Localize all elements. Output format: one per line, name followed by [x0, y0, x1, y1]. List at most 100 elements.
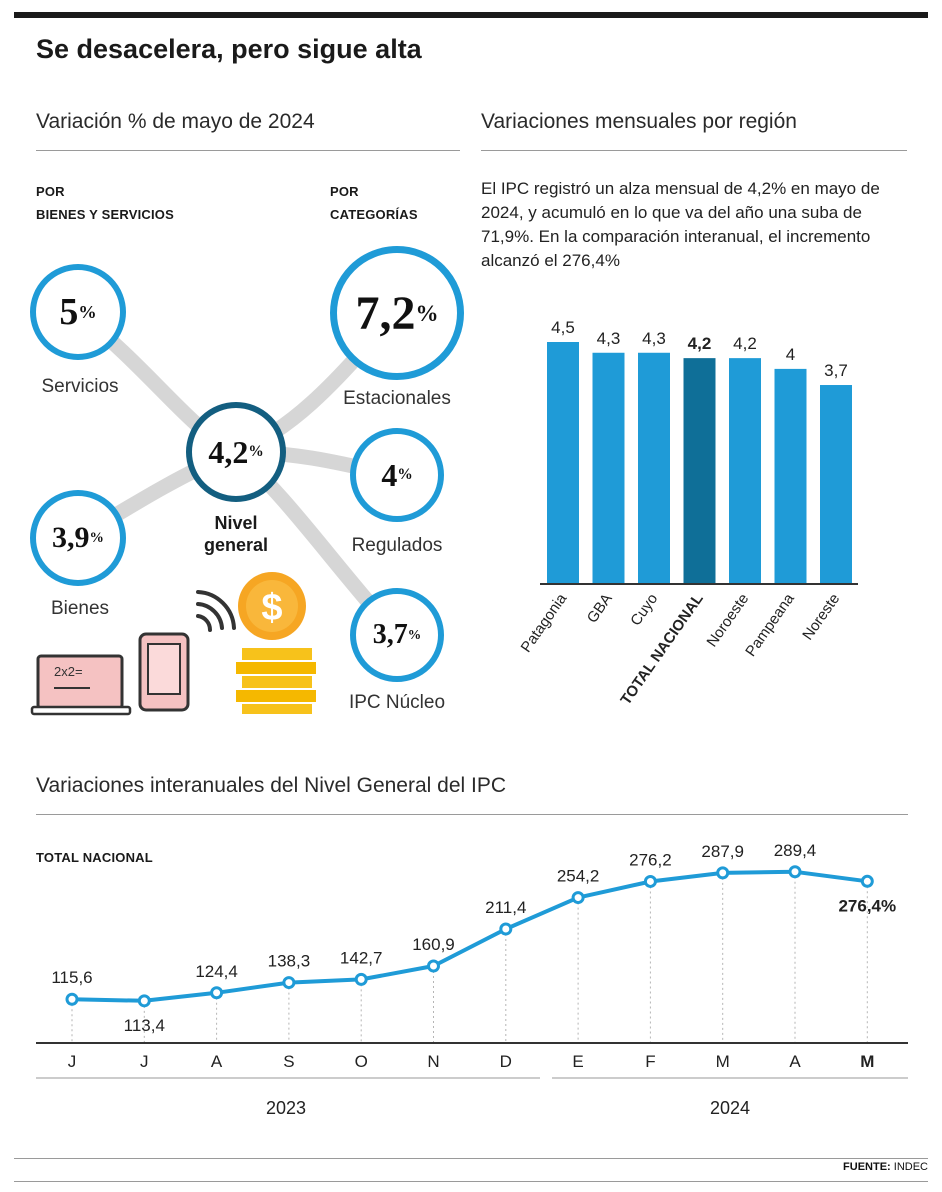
line-month-label: S: [283, 1052, 294, 1071]
source-value: INDEC: [893, 1161, 928, 1173]
top-rule: [14, 12, 928, 18]
line-value-label: 142,7: [340, 948, 383, 967]
line-value-label: 160,9: [412, 935, 455, 954]
line-point: [137, 994, 151, 1008]
heading-bienes-servicios: POR BIENES Y SERVICIOS: [36, 184, 174, 222]
line-point: [210, 986, 224, 1000]
line-value-label: 276,2: [629, 850, 672, 869]
laptop-icon: 2x2=: [30, 654, 132, 716]
bar-patagonia: [547, 342, 579, 584]
illustration: 2x2= $: [30, 572, 316, 716]
bar-gba: [592, 352, 625, 584]
bar-series: 4,5 4,3 4,3 4,2 4,2 4 3,7: [547, 318, 852, 584]
line-point: [427, 959, 440, 973]
summary-paragraph: El IPC registró un alza mensual de 4,2% …: [481, 179, 880, 270]
bienes-value: 3,9: [52, 521, 90, 554]
bar-value-label: 4,2: [688, 334, 712, 353]
line-point: [65, 992, 79, 1006]
label-bienes: Bienes: [50, 598, 110, 619]
line-value-label: 287,9: [701, 842, 744, 861]
line-month-label: A: [211, 1052, 223, 1071]
nivel-general-value: 4,2: [208, 433, 249, 470]
bar-total-nacional: [683, 358, 716, 584]
circle-servicios: 5%: [30, 264, 126, 360]
line-month-label: O: [355, 1052, 368, 1071]
circle-estacionales: 7,2%: [330, 246, 464, 380]
bar-value-label: 3,7: [824, 361, 848, 380]
circle-bienes: 3,9%: [30, 490, 126, 586]
line-point: [860, 874, 874, 888]
label-estacionales: Estacionales: [343, 388, 451, 409]
line-guides: [71, 871, 868, 1043]
line-series-total-nacional: [71, 869, 868, 1003]
line-point: [716, 866, 730, 880]
line-month-label: M: [860, 1052, 874, 1071]
line-value-label: 113,4: [124, 1016, 165, 1035]
bar-cuyo: [638, 352, 670, 584]
circle-nucleo: 3,7%: [350, 588, 444, 682]
section-title-variacion: Variación % de mayo de 2024: [36, 110, 315, 133]
circle-regulados: 4%: [350, 428, 444, 522]
section-title-regiones: Variaciones mensuales por región: [481, 110, 797, 133]
line-point: [354, 972, 368, 986]
line-points: 115,6 113,4 124,4 138,3 142,7 160,9 211,4 254,2…: [51, 841, 896, 1035]
bar-pampeana: [774, 368, 807, 584]
heading-categorias: POR CATEGORÍAS: [330, 184, 418, 222]
estacionales-value: 7,2: [355, 286, 416, 340]
section-divider: [36, 814, 908, 815]
footer-rule-bottom: [14, 1181, 928, 1182]
bar-value-label: 4,2: [733, 334, 757, 353]
line-point: [499, 922, 513, 936]
label-nivel-general: Nivel general: [203, 513, 269, 555]
section-divider: [36, 150, 460, 151]
line-value-label: 254,2: [557, 867, 600, 886]
line-point: [788, 865, 802, 879]
label-regulados: Regulados: [351, 535, 443, 556]
line-value-label: 289,4: [774, 841, 817, 860]
line-value-label: 124,4: [195, 962, 238, 981]
footer-rule: [14, 1158, 928, 1159]
line-month-label: E: [572, 1052, 583, 1071]
year-label-2024: 2024: [710, 1098, 750, 1118]
nucleo-value: 3,7: [372, 619, 408, 650]
line-chart-interanual: 115,6 113,4 124,4 138,3 142,7 160,9 211,4 254,2…: [36, 841, 908, 1118]
wifi-signal-icon: [196, 590, 236, 632]
section-divider: [481, 150, 907, 151]
laptop-screen-text: 2x2=: [54, 664, 83, 679]
bar-value-label: 4: [786, 345, 795, 364]
line-value-label: 115,6: [51, 968, 92, 987]
line-point: [571, 891, 585, 905]
bar-value-label: 4,3: [597, 329, 621, 348]
label-nucleo: IPC Núcleo: [348, 692, 446, 713]
line-month-label: A: [789, 1052, 801, 1071]
bar-noroeste: [729, 358, 761, 584]
source-credit: FUENTE: INDEC: [843, 1161, 928, 1173]
servicios-value: 5: [59, 291, 79, 333]
bar-noreste: [820, 385, 852, 584]
line-month-label: J: [68, 1052, 77, 1071]
line-month-label: N: [427, 1052, 439, 1071]
year-label-2023: 2023: [266, 1098, 306, 1118]
line-month-label: J: [140, 1052, 149, 1071]
line-month-label: D: [500, 1052, 512, 1071]
phone-icon: [138, 632, 190, 712]
line-month-label: F: [645, 1052, 655, 1071]
coins-icon: $: [236, 572, 316, 714]
bar-chart-regiones: 4,54,3 4,3 4,2 4,243,7 Patagonia GBA CuyoTOTA…: [518, 318, 858, 708]
source-label: FUENTE:: [843, 1161, 891, 1173]
line-point: [643, 874, 657, 888]
regulados-value: 4: [381, 456, 398, 493]
page-title: Se desacelera, pero sigue alta: [36, 34, 422, 64]
line-value-label: 276,4%: [838, 896, 896, 915]
line-chart-subtitle: TOTAL NACIONAL: [36, 850, 153, 865]
bar-value-label: 4,3: [642, 329, 666, 348]
circle-nivel-general: 4,2%: [186, 402, 286, 502]
label-servicios: Servicios: [41, 376, 119, 397]
dollar-sign-icon: $: [261, 587, 282, 629]
line-point: [282, 976, 296, 990]
line-value-label: 211,4: [485, 898, 526, 917]
line-month-label: M: [716, 1052, 730, 1071]
line-value-label: 138,3: [268, 952, 311, 971]
section-title-interanual: Variaciones interanuales del Nivel Gener…: [36, 774, 507, 797]
